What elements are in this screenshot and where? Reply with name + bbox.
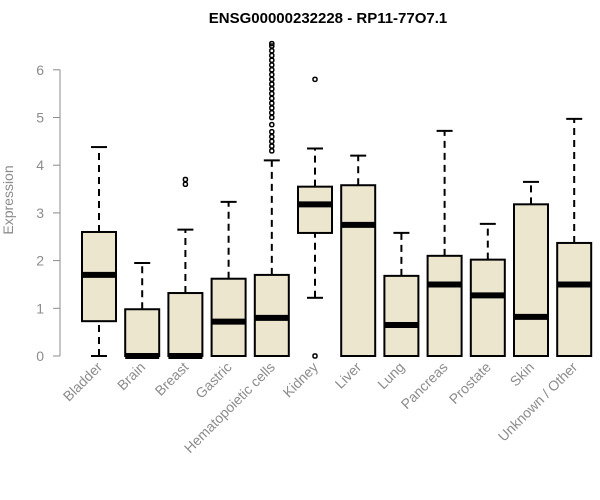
outlier-point bbox=[269, 62, 275, 68]
y-tick-label: 1 bbox=[36, 300, 44, 316]
box-group-hematopoietic-cells bbox=[253, 40, 290, 357]
box-group-breast bbox=[167, 176, 204, 359]
outlier-point bbox=[269, 148, 275, 154]
box-group-unknown-other bbox=[556, 117, 593, 358]
outlier-point bbox=[269, 86, 275, 92]
box-rect bbox=[513, 203, 549, 357]
outlier-point bbox=[269, 121, 275, 128]
box-rect bbox=[210, 277, 247, 358]
outlier-point bbox=[312, 76, 318, 83]
outlier-point bbox=[269, 109, 275, 116]
x-tick-label: Breast bbox=[152, 359, 192, 399]
chart-title: ENSG00000232228 - RP11-77O7.1 bbox=[209, 10, 448, 27]
outlier-point bbox=[269, 52, 275, 59]
x-tick-label: Prostate bbox=[446, 359, 494, 407]
boxes-group bbox=[81, 40, 593, 359]
box-group-liver bbox=[340, 154, 377, 357]
y-tick-label: 2 bbox=[36, 253, 44, 269]
outlier-point bbox=[269, 129, 275, 135]
outlier-point bbox=[269, 71, 275, 78]
outlier-point bbox=[269, 100, 275, 106]
y-tick-label: 3 bbox=[36, 205, 44, 221]
outlier-point bbox=[269, 81, 275, 87]
x-tick-label: Gastric bbox=[192, 359, 235, 402]
x-tick-label: Bladder bbox=[60, 359, 106, 405]
y-tick-label: 0 bbox=[36, 348, 44, 364]
outlier-point bbox=[269, 90, 275, 97]
outlier-point bbox=[269, 143, 275, 149]
outlier-point bbox=[269, 114, 275, 121]
y-tick-label: 4 bbox=[36, 157, 44, 173]
x-tick-label: Kidney bbox=[280, 359, 322, 401]
x-tick-label: Unknown / Other bbox=[495, 359, 581, 445]
outlier-point bbox=[269, 57, 275, 64]
box-group-prostate bbox=[469, 222, 506, 357]
box-group-skin bbox=[513, 180, 549, 357]
x-tick-label: Lung bbox=[374, 359, 407, 392]
outlier-point bbox=[269, 47, 275, 54]
box-group-lung bbox=[383, 231, 420, 358]
outlier-point bbox=[269, 105, 275, 111]
x-tick-label: Pancreas bbox=[398, 359, 451, 412]
y-axis-label: Expression bbox=[0, 165, 16, 234]
outlier-point bbox=[269, 43, 275, 49]
x-tick-label: Liver bbox=[332, 359, 365, 392]
y-axis: 0 1 2 3 4 5 6 bbox=[36, 62, 61, 364]
box-group-pancreas bbox=[426, 129, 463, 357]
box-rect bbox=[383, 274, 420, 358]
outlier-point bbox=[182, 176, 189, 183]
box-rect bbox=[426, 254, 463, 357]
y-tick-label: 5 bbox=[36, 110, 44, 126]
box-rect bbox=[167, 292, 204, 358]
box-rect bbox=[469, 258, 506, 357]
x-tick-label: Skin bbox=[507, 359, 538, 390]
outlier-point bbox=[269, 138, 275, 145]
x-tick-label: Brain bbox=[114, 359, 148, 393]
box-group-gastric bbox=[210, 200, 247, 358]
outlier-point bbox=[182, 181, 189, 188]
box-rect bbox=[556, 241, 593, 358]
y-tick-label: 6 bbox=[36, 62, 44, 78]
box-group-bladder bbox=[81, 146, 117, 357]
outlier-point bbox=[312, 353, 318, 359]
outlier-point bbox=[269, 67, 275, 73]
box-rect bbox=[297, 185, 333, 234]
box-rect bbox=[340, 184, 377, 357]
outlier-point bbox=[269, 40, 275, 47]
box-rect bbox=[124, 308, 161, 357]
box-group-kidney bbox=[297, 76, 333, 359]
outlier-point bbox=[269, 76, 275, 83]
outlier-point bbox=[269, 95, 275, 102]
box-group-brain bbox=[124, 261, 161, 359]
outlier-point bbox=[269, 133, 275, 140]
